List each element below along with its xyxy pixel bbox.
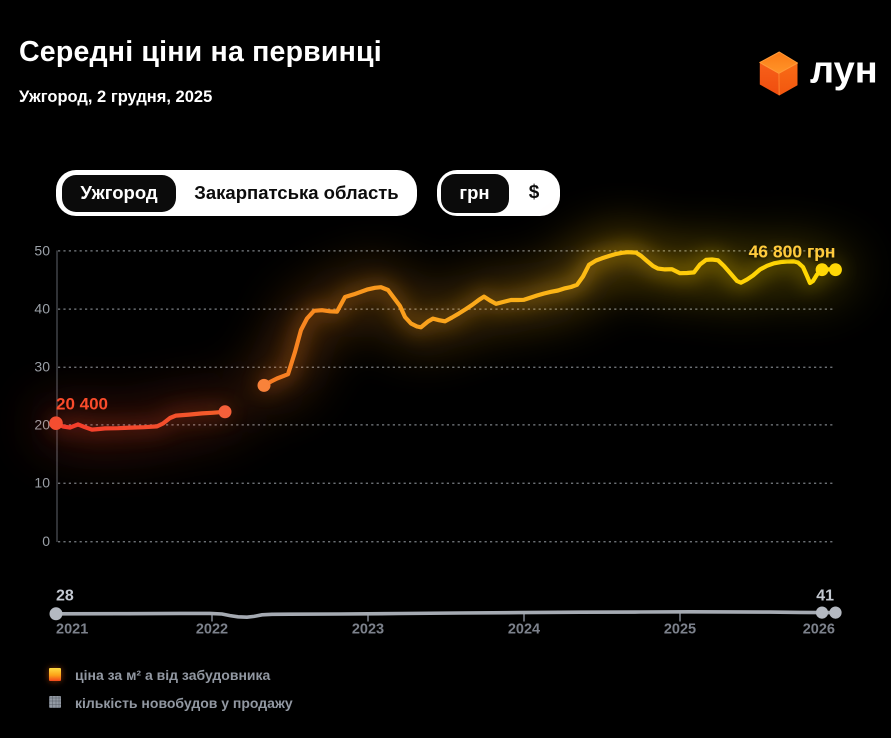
svg-text:28: 28 xyxy=(56,588,74,605)
svg-text:10: 10 xyxy=(34,475,50,491)
svg-text:2022: 2022 xyxy=(196,622,228,638)
svg-text:41: 41 xyxy=(816,588,834,605)
svg-text:2026: 2026 xyxy=(803,622,835,638)
svg-text:40: 40 xyxy=(34,301,50,317)
svg-text:2023: 2023 xyxy=(352,622,384,638)
svg-text:30: 30 xyxy=(34,359,50,375)
svg-text:2025: 2025 xyxy=(664,622,696,638)
svg-text:лун: лун xyxy=(810,50,878,92)
svg-text:50: 50 xyxy=(34,242,50,258)
svg-text:2024: 2024 xyxy=(508,622,540,638)
svg-text:0: 0 xyxy=(42,533,50,549)
svg-text:2021: 2021 xyxy=(56,622,88,638)
svg-text:46 800 грн: 46 800 грн xyxy=(749,242,836,262)
svg-text:20 400: 20 400 xyxy=(56,395,108,414)
